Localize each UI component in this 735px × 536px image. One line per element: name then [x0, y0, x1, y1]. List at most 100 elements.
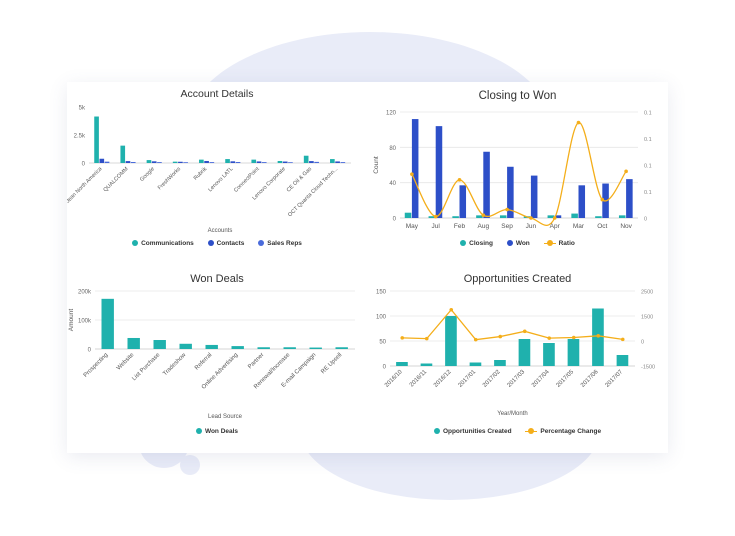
bar-opportunities-created — [518, 339, 531, 366]
bar-sales-reps — [340, 162, 346, 163]
x-tick-label: 2016/10 — [384, 369, 404, 389]
line-point — [571, 335, 576, 340]
closing-to-won-legend: Closing Won Ratio — [367, 240, 668, 247]
x-tick-label: List Purchase — [131, 352, 161, 382]
y2-tick-label: 0.1 — [644, 111, 652, 117]
legend-item-won-deals[interactable]: Won Deals — [195, 428, 238, 435]
bar-won — [554, 215, 562, 218]
line-point — [529, 216, 533, 220]
bar-opportunities-created — [543, 343, 555, 366]
panel-title: Closing to Won — [478, 90, 557, 102]
legend-item-percentage-change[interactable]: Percentage Change — [525, 428, 601, 435]
line-point — [424, 336, 429, 341]
bar-contacts — [99, 158, 105, 163]
legend-item-opportunities-created[interactable]: Opportunities Created — [433, 428, 512, 435]
line-percentage-change — [402, 308, 623, 341]
bar-won-deals — [205, 344, 218, 349]
account-details-chart: 0 2.5k 5k Jean North America QUALCOMM Google F… — [67, 106, 351, 234]
line-point — [547, 336, 552, 340]
bar-won — [578, 185, 586, 218]
bar-sales-reps — [261, 162, 267, 163]
panel-title: Opportunities Created — [463, 273, 572, 285]
legend-item-closing[interactable]: Closing — [460, 240, 493, 247]
bar-closing — [499, 215, 507, 218]
bar-contacts — [256, 161, 262, 163]
x-tick-label: OCT Quanta Cloud Techn... — [287, 166, 339, 218]
bar-opportunities-created — [494, 360, 506, 366]
bar-sales-reps — [157, 162, 162, 163]
y-axis-label: Count — [373, 156, 380, 174]
line-point — [433, 214, 438, 219]
bar-communications — [330, 159, 335, 163]
bar-sales-reps — [183, 162, 188, 163]
bar-contacts — [151, 161, 157, 163]
x-axis-label: Lead Source — [208, 414, 243, 420]
bar-communications — [251, 159, 257, 163]
x-tick-label: 2017/01 — [458, 369, 478, 389]
line-point — [505, 207, 509, 212]
line-point — [400, 336, 405, 340]
y2-tick-label: 1500 — [641, 315, 653, 321]
y2-tick-label: 0 — [644, 217, 647, 223]
x-tick-label: 2017/07 — [605, 369, 625, 389]
bar-won — [435, 126, 443, 218]
bar-communications — [172, 161, 178, 163]
opportunities-created-panel: Opportunities Created 0 50 100 150 -1500 0 150… — [367, 267, 668, 453]
line-ratio — [411, 121, 627, 227]
won-deals-panel: Won Deals 0 100k 200k Prospecting Website Lis… — [67, 267, 367, 453]
x-tick-label: Jun — [526, 223, 537, 230]
line-point — [624, 169, 628, 174]
legend-item-won[interactable]: Won — [506, 240, 530, 247]
y2-tick-label: 0.1 — [644, 137, 652, 143]
x-tick-label: RE Upsell — [320, 352, 343, 375]
bar-won — [483, 151, 490, 218]
bar-won-deals — [153, 340, 166, 349]
x-tick-label: 2017/02 — [482, 369, 502, 389]
bar-communications — [120, 145, 126, 163]
bar-won — [459, 185, 467, 218]
line-point — [449, 307, 454, 312]
bar-closing — [452, 216, 459, 218]
legend-item-contacts[interactable]: Contacts — [207, 240, 244, 247]
y2-tick-label: -1500 — [641, 365, 655, 371]
x-tick-label: Referral — [194, 352, 213, 371]
bar-contacts — [282, 161, 288, 163]
bar-communications — [225, 159, 230, 163]
bar-won-deals — [309, 347, 322, 349]
x-tick-label: Prospecting — [83, 352, 110, 379]
x-axis-label: Accounts — [208, 228, 233, 234]
bar-won — [507, 166, 514, 218]
x-tick-label: QUALCOMM — [103, 166, 130, 193]
x-tick-label: 2017/06 — [580, 369, 600, 389]
y2-tick-label: 0.1 — [644, 164, 652, 170]
account-details-legend: Communications Contacts Sales Reps — [67, 240, 367, 247]
line-point — [552, 216, 557, 220]
bar-sales-reps — [235, 161, 241, 163]
bar-closing — [595, 216, 602, 218]
legend-item-ratio[interactable]: Ratio — [543, 240, 575, 247]
bar-communications — [303, 155, 309, 163]
bar-closing — [618, 215, 626, 218]
bar-sales-reps — [104, 161, 110, 163]
x-tick-label: 2017/04 — [531, 369, 551, 389]
bar-contacts — [204, 160, 209, 163]
x-tick-label: Partner — [247, 352, 265, 370]
bar-won — [411, 119, 419, 218]
bar-sales-reps — [130, 161, 136, 163]
bar-contacts — [335, 161, 340, 163]
bar-won-deals — [257, 347, 270, 349]
x-tick-label: ConnectPoint — [233, 166, 261, 194]
legend-item-communications[interactable]: Communications — [132, 240, 194, 247]
x-tick-label: Rubrik — [193, 166, 209, 182]
x-tick-label: Mar — [573, 223, 585, 230]
y-tick-label: 40 — [389, 181, 396, 187]
panel-title: Won Deals — [190, 273, 244, 285]
x-tick-label: Google — [139, 166, 156, 183]
y2-tick-label: 0.1 — [644, 190, 652, 196]
background-dot-small — [180, 455, 200, 475]
x-tick-label: 2017/03 — [507, 369, 527, 389]
legend-item-sales-reps[interactable]: Sales Reps — [258, 240, 302, 247]
x-tick-label: Jul — [432, 223, 441, 230]
